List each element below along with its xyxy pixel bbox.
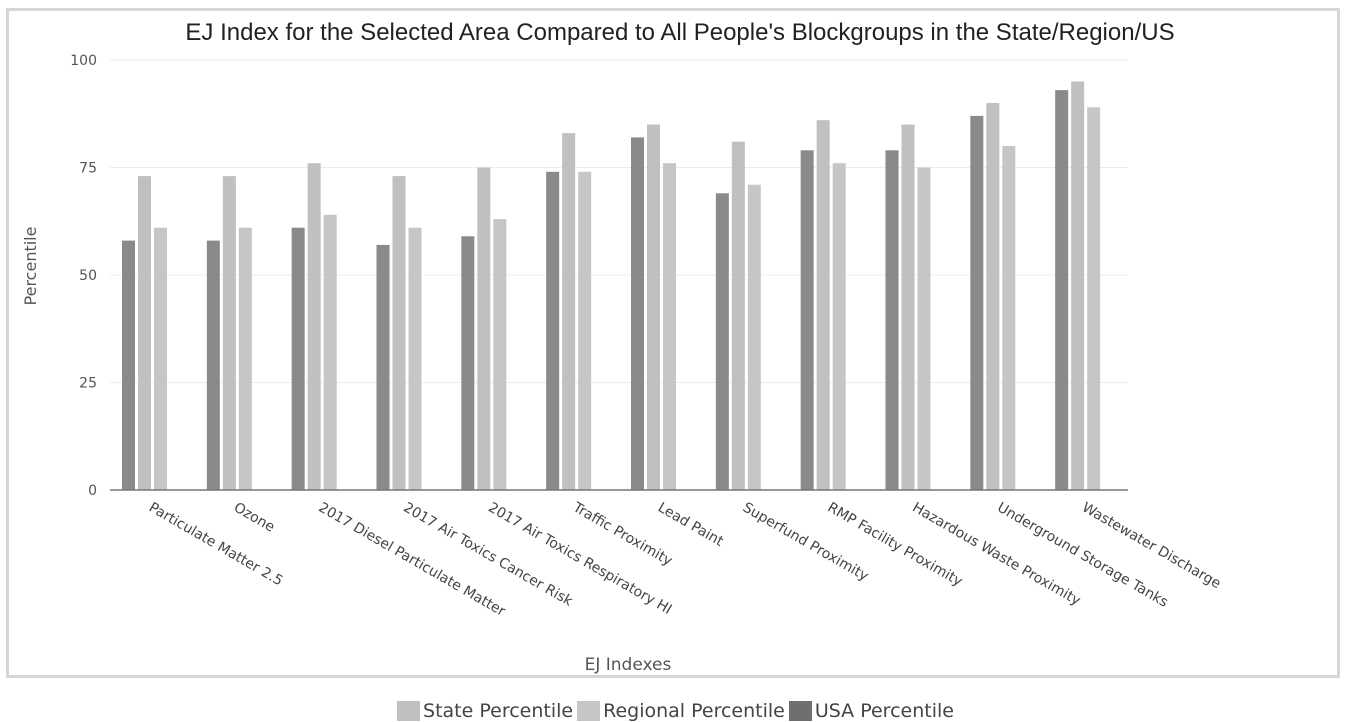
bar-state-percentile <box>901 124 915 490</box>
legend-item: Regional Percentile <box>577 700 785 722</box>
bar-usa-percentile <box>291 227 305 490</box>
legend-swatch <box>397 700 421 721</box>
bar-state-percentile <box>647 124 660 490</box>
bar-usa-percentile <box>546 171 560 491</box>
bar-regional-percentile <box>493 219 507 490</box>
legend: State Percentile Regional Percentile USA P… <box>0 699 1351 722</box>
bar-usa-percentile <box>885 150 899 491</box>
bar-state-percentile <box>138 176 151 490</box>
bar-usa-percentile <box>715 193 729 491</box>
bar-state-percentile <box>731 141 745 490</box>
bar-state-percentile <box>816 120 830 490</box>
bar-state-percentile <box>1071 81 1085 490</box>
x-tick-label: Ozone <box>231 500 277 536</box>
x-axis-label: EJ Indexes <box>585 655 672 675</box>
bar-regional-percentile <box>154 227 167 490</box>
bar-state-percentile <box>477 167 491 490</box>
y-axis-label: Percentile <box>21 227 40 306</box>
bar-regional-percentile <box>747 184 761 490</box>
legend-label: State Percentile <box>423 699 574 722</box>
chart-title: EJ Index for the Selected Area Compared … <box>185 19 1174 46</box>
bar-regional-percentile <box>323 214 337 491</box>
y-tick-label: 25 <box>79 376 97 392</box>
legend-item: USA Percentile <box>788 699 954 722</box>
x-tick-label: Wastewater Discharge <box>1079 500 1223 593</box>
y-tick-label: 50 <box>79 268 97 284</box>
legend-label: Regional Percentile <box>603 699 785 722</box>
legend-swatch <box>788 700 812 721</box>
bar-regional-percentile <box>917 167 931 490</box>
y-axis-ticks: 0 25 50 75 100 <box>70 53 97 499</box>
bars <box>122 81 1101 491</box>
x-tick-label: RMP Facility Proximity <box>825 500 965 590</box>
bar-regional-percentile <box>578 171 592 491</box>
legend-swatch <box>577 700 601 721</box>
legend-item: State Percentile <box>397 700 573 722</box>
bar-usa-percentile <box>631 137 644 490</box>
bar-regional-percentile <box>663 163 676 490</box>
bar-usa-percentile <box>122 240 135 490</box>
bar-state-percentile <box>562 133 576 490</box>
bar-regional-percentile <box>832 163 846 490</box>
bar-usa-percentile <box>1055 90 1069 490</box>
bar-regional-percentile <box>238 227 252 490</box>
x-tick-label: Hazardous Waste Proximity <box>910 500 1084 609</box>
bar-usa-percentile <box>800 150 814 491</box>
bar-state-percentile <box>307 163 321 490</box>
x-tick-label: Particulate Matter 2.5 <box>146 500 286 590</box>
bar-state-percentile <box>222 176 236 490</box>
bar-regional-percentile <box>408 227 422 490</box>
bar-regional-percentile <box>1087 107 1101 491</box>
y-tick-label: 100 <box>70 53 97 69</box>
bar-usa-percentile <box>206 240 220 490</box>
y-tick-label: 75 <box>79 161 97 177</box>
legend-label: USA Percentile <box>814 699 954 722</box>
y-tick-label: 0 <box>88 483 97 499</box>
bar-usa-percentile <box>461 236 475 490</box>
bar-state-percentile <box>986 103 1000 490</box>
grid-lines <box>110 59 1128 383</box>
x-tick-label: Lead Paint <box>655 500 726 550</box>
bar-usa-percentile <box>970 115 984 491</box>
bar-state-percentile <box>392 176 406 490</box>
bar-usa-percentile <box>376 244 390 490</box>
bar-regional-percentile <box>1002 146 1016 490</box>
